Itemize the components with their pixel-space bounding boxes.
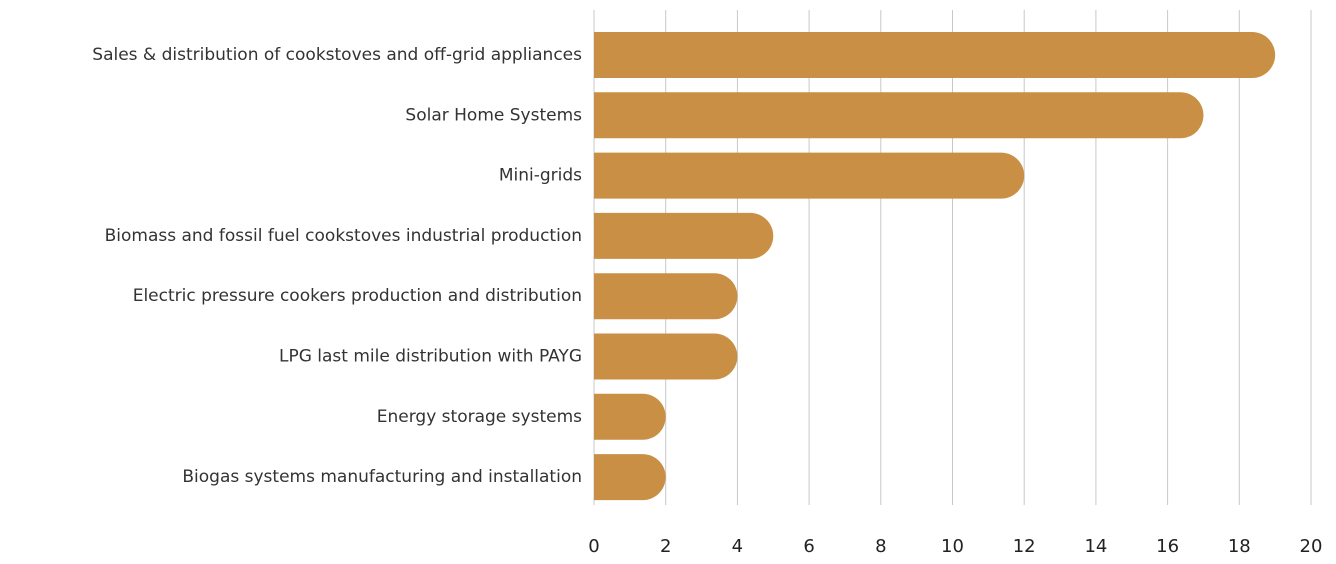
- x-tick-label: 10: [941, 536, 964, 557]
- y-tick-label: Electric pressure cookers production and…: [133, 286, 582, 306]
- bar: [594, 152, 1025, 199]
- x-tick-label: 0: [588, 536, 599, 557]
- y-tick-label: Biogas systems manufacturing and install…: [182, 467, 582, 487]
- bar: [594, 92, 1204, 139]
- x-tick-label: 20: [1300, 536, 1323, 557]
- x-tick-label: 16: [1156, 536, 1179, 557]
- x-tick-label: 2: [660, 536, 671, 557]
- y-tick-label: Solar Home Systems: [405, 105, 582, 125]
- x-tick-label: 8: [875, 536, 886, 557]
- y-tick-label: Sales & distribution of cookstoves and o…: [92, 45, 582, 65]
- bar: [594, 32, 1276, 78]
- bar: [594, 393, 666, 440]
- bar: [594, 212, 774, 259]
- bar: [594, 273, 738, 320]
- x-tick-label: 18: [1228, 536, 1251, 557]
- bar: [594, 454, 666, 501]
- x-tick-label: 6: [803, 536, 814, 557]
- y-tick-label: Energy storage systems: [377, 407, 582, 427]
- y-tick-label: Biomass and fossil fuel cookstoves indus…: [105, 226, 582, 246]
- x-tick-label: 4: [732, 536, 743, 557]
- y-tick-label: Mini-grids: [499, 166, 582, 186]
- x-tick-label: 12: [1013, 536, 1036, 557]
- bar: [594, 333, 738, 380]
- y-tick-label: LPG last mile distribution with PAYG: [279, 347, 582, 367]
- x-tick-label: 14: [1084, 536, 1107, 557]
